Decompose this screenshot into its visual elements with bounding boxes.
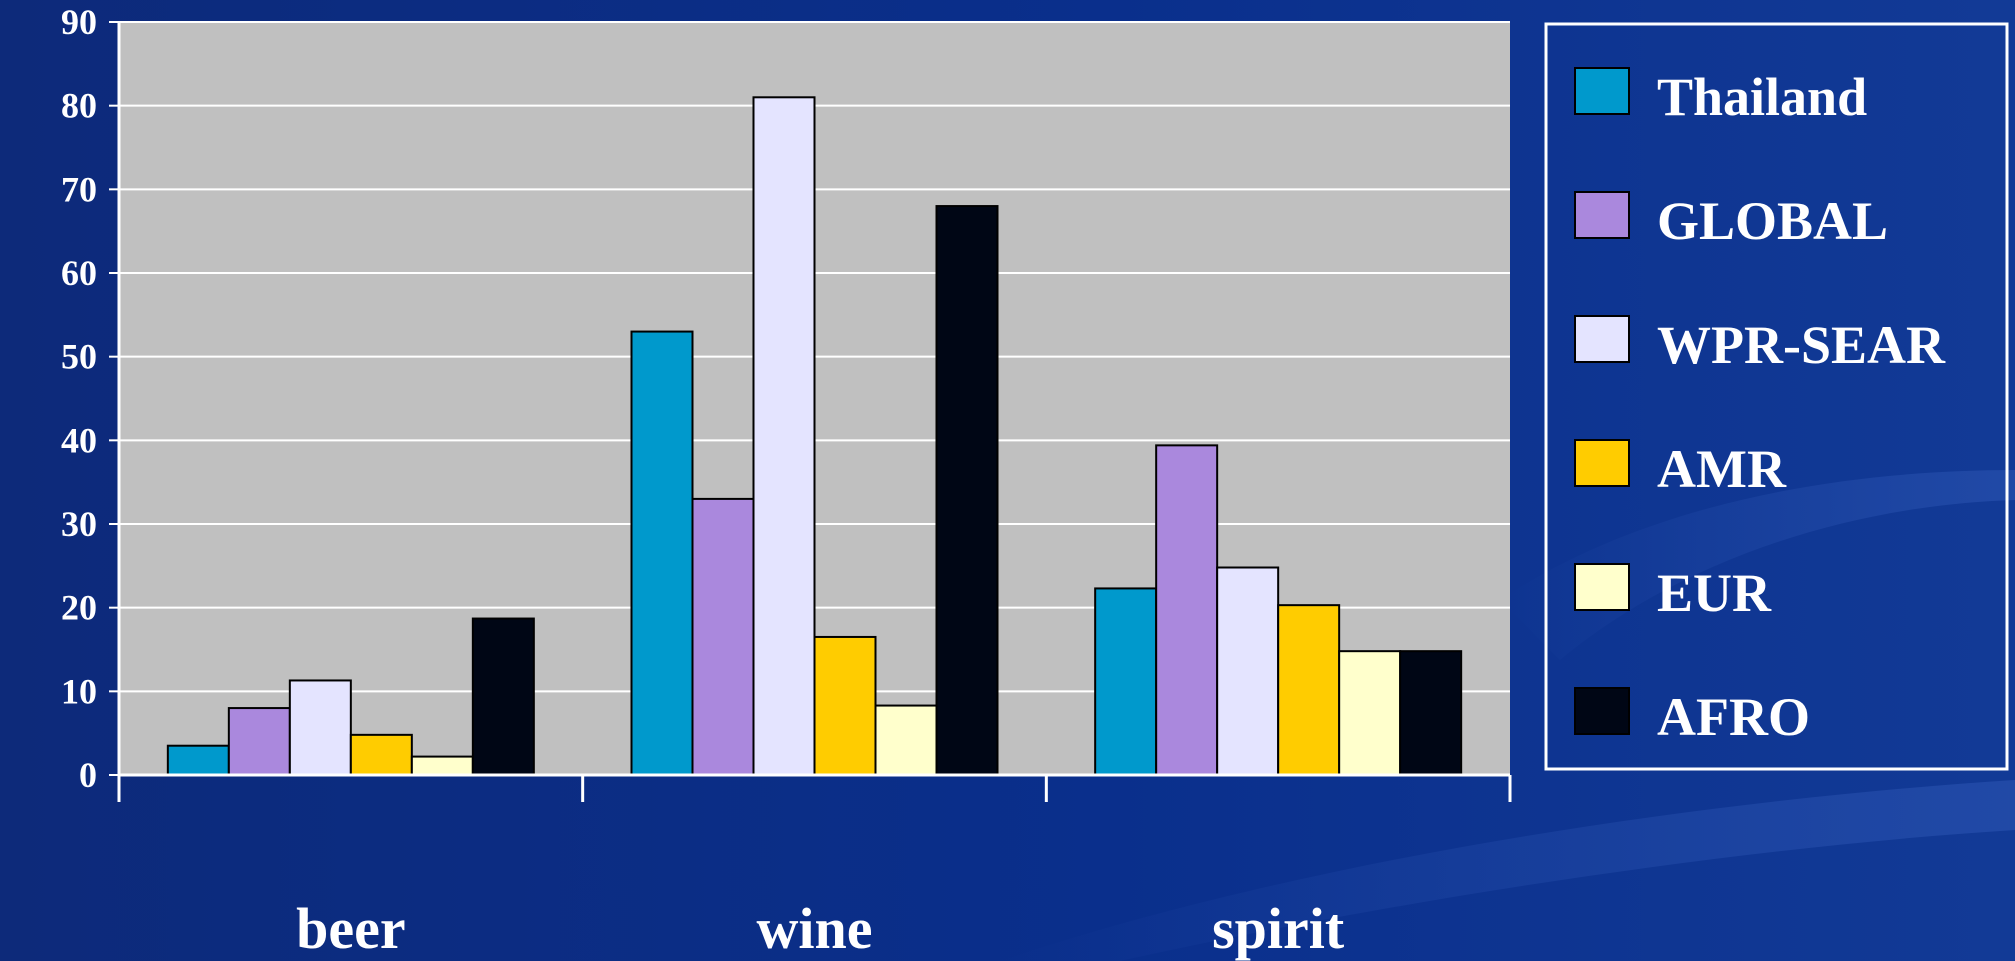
bar-spirit-3	[1277, 604, 1341, 777]
bar-spirit-4	[1338, 650, 1402, 777]
y-tick-label: 50	[61, 337, 97, 377]
y-tick-label: 0	[79, 755, 97, 795]
legend-label: AFRO	[1657, 687, 1810, 747]
legend-label: Thailand	[1657, 67, 1867, 127]
x-category-label: spirit	[1212, 896, 1345, 961]
bar-wine-5	[935, 205, 999, 777]
legend-swatch	[1574, 687, 1630, 735]
bar-beer-3	[349, 733, 413, 777]
legend-label: EUR	[1657, 563, 1772, 623]
y-tick-label: 20	[61, 588, 97, 628]
y-tick-label: 10	[61, 671, 97, 711]
bar-wine-3	[813, 635, 877, 777]
bar-spirit-2	[1216, 566, 1280, 776]
y-tick-label: 60	[61, 253, 97, 293]
legend-swatch	[1574, 439, 1630, 487]
bar-wine-4	[874, 704, 938, 776]
legend-label: AMR	[1657, 439, 1787, 499]
bar-wine-2	[752, 96, 816, 777]
legend-swatch	[1574, 191, 1630, 239]
legend-label: WPR-SEAR	[1657, 315, 1946, 375]
plot-area: 0 10 20 30 40 50 60 70 80 90 beer wine spirit	[61, 2, 1512, 961]
bar-beer-2	[288, 679, 352, 776]
bar-wine-1	[691, 497, 755, 776]
bar-spirit-1	[1155, 444, 1219, 776]
bar-beer-4	[410, 755, 474, 776]
y-tick-label: 30	[61, 504, 97, 544]
bar-beer-1	[227, 707, 291, 776]
bar-beer-5	[471, 617, 535, 776]
legend-swatch	[1574, 563, 1630, 611]
y-tick-label: 40	[61, 420, 97, 460]
y-tick-label: 70	[61, 169, 97, 209]
y-tick-label: 90	[61, 2, 97, 42]
x-category-label: beer	[296, 896, 406, 961]
bar-wine-0	[630, 330, 694, 776]
bar-spirit-0	[1094, 587, 1158, 776]
legend-swatch	[1574, 67, 1630, 115]
x-category-label: wine	[757, 896, 873, 961]
legend-box	[1544, 22, 2009, 771]
bar-spirit-5	[1399, 650, 1463, 777]
bar-beer-0	[166, 744, 230, 777]
legend-swatch	[1574, 315, 1630, 363]
legend: Thailand GLOBAL WPR-SEAR AMR EUR AFRO	[1544, 22, 2009, 771]
legend-label: GLOBAL	[1657, 191, 1888, 251]
y-tick-label: 80	[61, 86, 97, 126]
